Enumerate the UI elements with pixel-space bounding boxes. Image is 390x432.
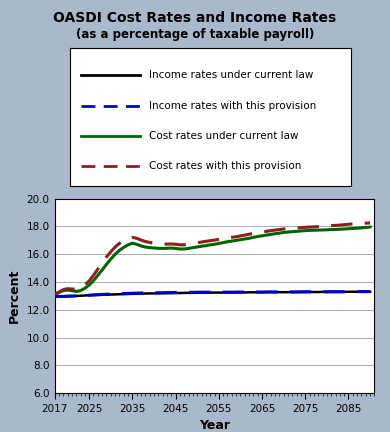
Y-axis label: Percent: Percent — [8, 269, 21, 323]
Text: Income rates with this provision: Income rates with this provision — [149, 101, 316, 111]
Text: (as a percentage of taxable payroll): (as a percentage of taxable payroll) — [76, 28, 314, 41]
Text: Cost rates under current law: Cost rates under current law — [149, 131, 298, 141]
X-axis label: Year: Year — [199, 419, 230, 432]
Text: OASDI Cost Rates and Income Rates: OASDI Cost Rates and Income Rates — [53, 11, 337, 25]
Text: Income rates under current law: Income rates under current law — [149, 70, 313, 80]
Text: Cost rates with this provision: Cost rates with this provision — [149, 162, 301, 172]
